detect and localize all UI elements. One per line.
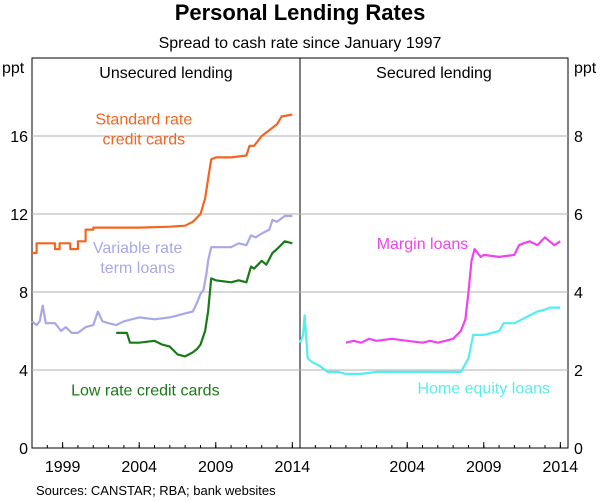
series-labels: Standard rate credit cards Variable rate te…: [71, 111, 550, 399]
x-tick-label: 2009: [466, 459, 502, 476]
unsecured-panel-title: Unsecured lending: [99, 65, 232, 82]
x-tick-label: 1999: [45, 459, 81, 476]
source-note: Sources: CANSTAR; RBA; bank websites: [36, 483, 276, 498]
secured-series-lines: [298, 236, 561, 375]
right-y-tick-labels: 0 2 4 6 8: [574, 129, 583, 458]
x-tick-label: 2014: [543, 459, 579, 476]
x-tick-label: 2004: [389, 459, 425, 476]
series-label: Standard rate: [95, 111, 192, 128]
y-tick-label: 12: [10, 207, 28, 224]
series-label: Low rate credit cards: [71, 382, 220, 399]
x-tick-label: 2009: [198, 459, 234, 476]
series-label: Variable rate: [93, 240, 183, 257]
y-tick-label: 0: [574, 441, 583, 458]
series-line-margin-loans: [345, 236, 561, 344]
series-label: term loans: [100, 260, 175, 277]
series-line-low-rate-credit-cards: [116, 240, 293, 358]
y-tick-label: 2: [574, 363, 583, 380]
secured-panel-title: Secured lending: [376, 65, 492, 82]
y-tick-label: 0: [19, 441, 28, 458]
x-tick-label: 2004: [121, 459, 157, 476]
y-tick-label: 4: [574, 285, 583, 302]
series-line-variable-rate-term-loans: [31, 214, 293, 334]
gridlines: [32, 135, 568, 371]
left-x-tick-labels: 1999 2004 2009 2014: [31, 442, 311, 476]
chart-subtitle: Spread to cash rate since January 1997: [159, 35, 442, 52]
y-tick-label: 4: [19, 363, 28, 380]
chart-title: Personal Lending Rates: [175, 0, 426, 25]
y-tick-label: 16: [10, 129, 28, 146]
series-line-home-equity-loans: [298, 306, 561, 375]
series-line-standard-rate-credit-cards: [32, 113, 293, 255]
y-tick-label: 6: [574, 207, 583, 224]
unsecured-series-lines: [31, 113, 293, 358]
y-tick-label: 8: [19, 285, 28, 302]
series-label: credit cards: [102, 131, 185, 148]
series-label: Home equity loans: [418, 380, 551, 397]
right-x-tick-labels: 2004 2009 2014: [299, 442, 579, 476]
y-tick-label: 8: [574, 129, 583, 146]
series-label: Margin loans: [377, 236, 469, 253]
right-y-axis-label: ppt: [574, 60, 597, 77]
left-y-axis-label: ppt: [2, 60, 25, 77]
left-y-tick-labels: 0 4 8 12 16: [10, 129, 28, 458]
x-tick-label: 2014: [275, 459, 311, 476]
